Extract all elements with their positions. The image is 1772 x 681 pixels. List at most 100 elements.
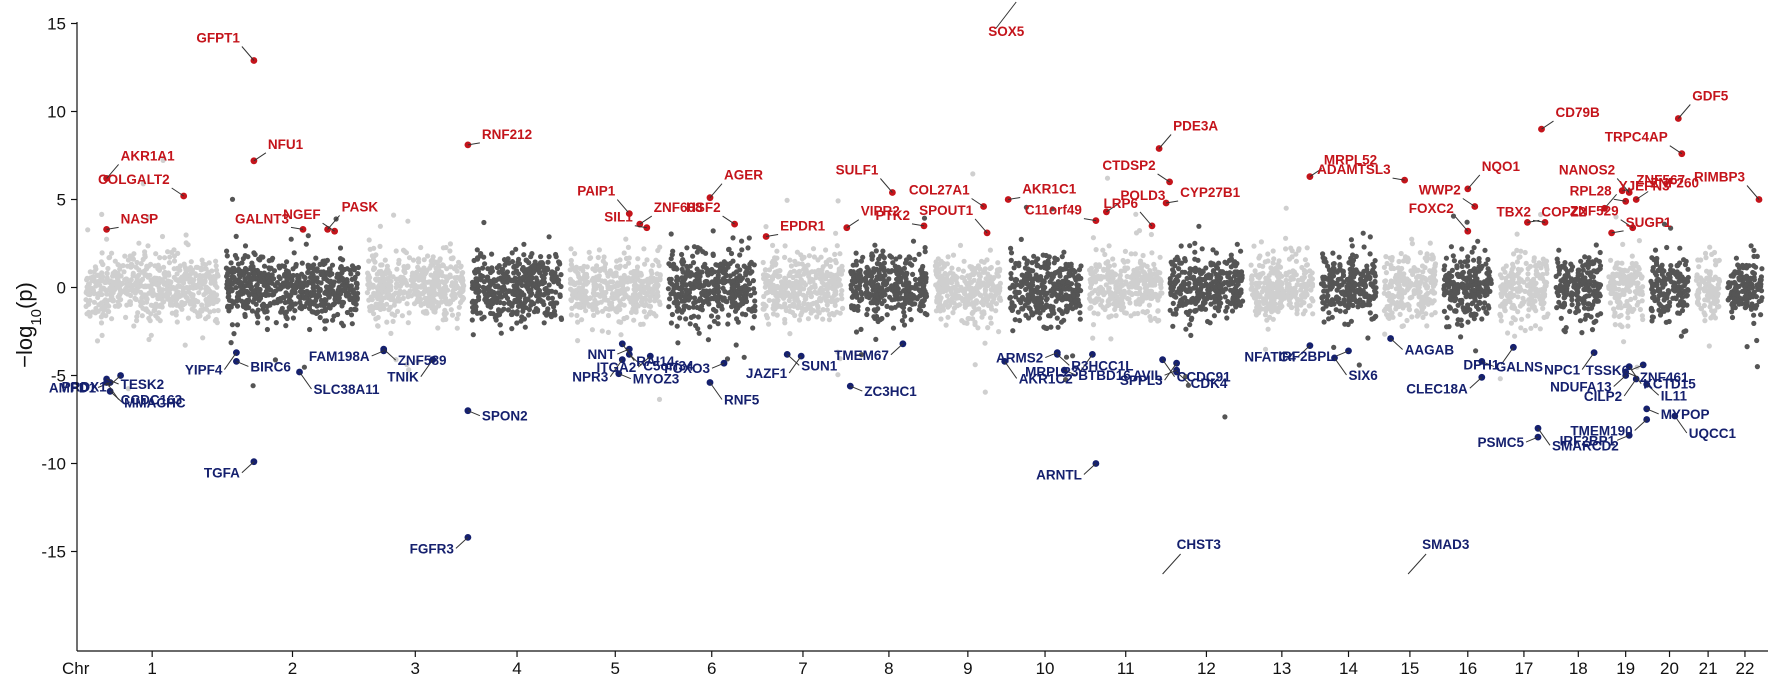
snp-point xyxy=(481,314,487,320)
snp-point xyxy=(146,336,152,343)
snp-point xyxy=(1031,298,1037,304)
snp-point xyxy=(121,269,127,275)
snp-point xyxy=(417,292,423,298)
snp-point xyxy=(1037,310,1043,316)
snp-point xyxy=(400,295,406,301)
snp-point xyxy=(736,276,742,282)
snp-point xyxy=(910,238,917,244)
snp-point xyxy=(250,383,256,389)
snp-point xyxy=(729,304,735,310)
snp-point xyxy=(710,306,717,313)
snp-point xyxy=(624,314,630,321)
snp-point xyxy=(171,266,177,272)
snp-point xyxy=(425,288,431,294)
snp-point xyxy=(390,318,396,324)
snp-point xyxy=(405,294,411,300)
snp-point xyxy=(944,293,951,299)
snp-point xyxy=(982,340,988,346)
snp-point xyxy=(1212,279,1218,285)
snp-point xyxy=(1078,263,1084,269)
snp-point xyxy=(613,308,619,314)
snp-point xyxy=(1072,297,1079,304)
snp-point xyxy=(1265,326,1271,332)
snp-point xyxy=(1158,290,1164,296)
snp-point xyxy=(399,313,405,319)
snp-point xyxy=(214,320,220,326)
snp-point xyxy=(397,288,403,294)
snp-point xyxy=(454,316,460,322)
snp-point xyxy=(1229,308,1236,314)
snp-point xyxy=(643,296,649,303)
snp-point xyxy=(943,278,950,284)
snp-point xyxy=(414,269,420,275)
snp-point xyxy=(1260,263,1266,269)
snp-point xyxy=(387,304,393,310)
snp-point xyxy=(550,300,556,306)
snp-point xyxy=(1212,299,1218,305)
snp-point xyxy=(181,280,187,286)
snp-point xyxy=(575,338,581,344)
snp-point xyxy=(404,361,410,368)
snp-point xyxy=(1046,260,1052,267)
snp-point xyxy=(1283,246,1289,252)
snp-point xyxy=(881,289,887,295)
snp-point xyxy=(1038,303,1045,309)
snp-point xyxy=(601,292,607,298)
snp-point xyxy=(657,244,663,250)
snp-point xyxy=(705,281,711,287)
snp-point xyxy=(118,282,124,288)
snp-point xyxy=(923,294,929,300)
snp-point xyxy=(902,313,908,319)
snp-point xyxy=(728,250,735,257)
snp-point xyxy=(226,277,232,284)
snp-point xyxy=(988,320,994,326)
snp-point xyxy=(475,288,481,294)
snp-point xyxy=(1158,285,1164,291)
snp-point xyxy=(370,284,376,290)
snp-point xyxy=(179,306,185,312)
snp-point xyxy=(494,265,500,271)
snp-point xyxy=(1063,354,1070,360)
snp-point xyxy=(267,301,273,307)
snp-point xyxy=(1122,265,1128,271)
snp-point xyxy=(443,244,449,251)
snp-point xyxy=(394,281,400,287)
snp-point xyxy=(154,303,160,309)
snp-point xyxy=(431,297,437,303)
snp-point xyxy=(278,309,284,315)
snp-point xyxy=(920,263,926,270)
snp-point xyxy=(770,242,776,248)
snp-point xyxy=(447,248,453,254)
snp-point xyxy=(794,249,801,255)
snp-point xyxy=(939,276,945,282)
snp-point xyxy=(1189,296,1195,302)
snp-point xyxy=(264,326,270,333)
snp-point xyxy=(1155,308,1161,314)
snp-point xyxy=(996,283,1002,289)
snp-point xyxy=(569,305,575,311)
snp-point xyxy=(687,263,693,269)
snp-point xyxy=(1184,275,1190,281)
snp-point xyxy=(703,250,709,256)
snp-point xyxy=(146,283,152,289)
snp-point xyxy=(110,298,116,304)
snp-point xyxy=(420,309,426,315)
snp-point xyxy=(136,240,142,246)
snp-point xyxy=(166,260,173,266)
snp-point xyxy=(1135,277,1141,283)
snp-point xyxy=(1010,282,1016,288)
snp-point xyxy=(440,273,446,279)
snp-point xyxy=(936,291,942,297)
snp-point xyxy=(820,264,826,270)
snp-point xyxy=(377,243,383,249)
snp-point xyxy=(873,248,879,254)
snp-point xyxy=(1062,286,1068,292)
snp-point xyxy=(686,305,692,311)
snp-point xyxy=(394,266,400,272)
snp-point xyxy=(872,287,878,294)
snp-point xyxy=(379,285,385,291)
snp-point xyxy=(94,338,101,344)
snp-point xyxy=(674,302,680,308)
snp-point xyxy=(677,286,683,292)
snp-point xyxy=(166,290,173,296)
